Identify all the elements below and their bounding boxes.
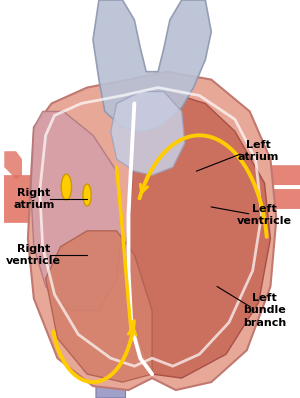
Text: Right
atrium: Right atrium xyxy=(13,188,55,210)
Polygon shape xyxy=(93,0,211,131)
FancyBboxPatch shape xyxy=(3,175,47,199)
Polygon shape xyxy=(28,72,276,390)
Ellipse shape xyxy=(83,184,91,206)
Polygon shape xyxy=(125,92,270,378)
Text: Left
ventricle: Left ventricle xyxy=(237,204,292,226)
Ellipse shape xyxy=(61,174,71,200)
Polygon shape xyxy=(31,111,123,310)
Text: Left
bundle
branch: Left bundle branch xyxy=(243,293,286,328)
Text: Right
ventricle: Right ventricle xyxy=(6,244,61,266)
Polygon shape xyxy=(96,151,125,398)
FancyBboxPatch shape xyxy=(249,165,300,185)
FancyBboxPatch shape xyxy=(3,199,47,223)
Polygon shape xyxy=(4,151,22,179)
Polygon shape xyxy=(111,92,185,175)
Text: Left
atrium: Left atrium xyxy=(238,140,279,162)
FancyBboxPatch shape xyxy=(249,189,300,209)
Polygon shape xyxy=(46,231,152,382)
